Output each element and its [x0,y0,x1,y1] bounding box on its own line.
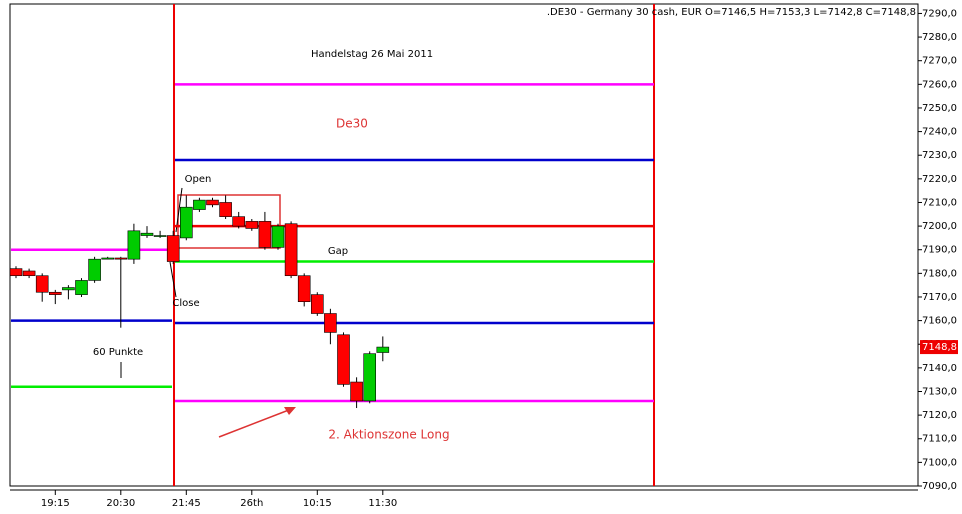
candle-body [48,291,62,295]
candle-body [284,223,298,277]
candle-body [206,199,219,206]
y-tick-label: 7170,0 [922,292,957,303]
y-tick-label: 7160,0 [922,316,957,327]
y-tick-label: 7240,0 [922,127,957,138]
candle-body [297,275,311,303]
candle-body [75,280,88,295]
pointer [169,261,177,298]
candle-body [140,232,154,236]
candle-body [127,230,141,260]
annotation: 2. Aktionszone Long [328,428,449,442]
y-tick-label: 7260,0 [922,79,957,90]
y-tick-label: 7090,0 [922,481,957,492]
y-tick-label: 7190,0 [922,245,957,256]
annotation: Close [172,298,199,309]
y-tick-label: 7100,0 [922,457,957,468]
candle-body [166,235,180,262]
annotation: 60 Punkte [93,347,143,358]
annotation: Open [185,174,212,185]
candle-body [310,294,324,314]
x-tick-label: 21:45 [172,498,201,509]
candle-body [35,275,49,293]
annotation: De30 [336,117,368,131]
candle-body [62,287,75,291]
arrow-head [284,407,296,415]
chart-title: Handelstag 26 Mai 2011 [311,49,433,60]
candle-body [363,353,377,402]
x-tick-label: 11:30 [368,498,397,509]
y-tick-label: 7180,0 [922,268,957,279]
y-tick-label: 7200,0 [922,221,957,232]
candle-body [193,199,206,210]
x-tick-label: 19:15 [41,498,70,509]
y-tick-label: 7230,0 [922,150,957,161]
y-tick-label: 7110,0 [922,434,957,445]
last-price-label: 7148,8 [922,342,957,353]
candle-body [376,346,390,353]
y-tick-label: 7290,0 [922,8,957,19]
x-tick-label: 20:30 [106,498,135,509]
candle-body [114,257,128,260]
pointer [175,187,183,233]
candle-body [153,235,167,237]
y-tick-label: 7220,0 [922,174,957,185]
y-tick-label: 7210,0 [922,197,957,208]
candle-body [88,258,101,281]
candle-body [219,202,232,217]
candle-body [337,334,350,385]
candle-body [180,206,193,239]
x-tick-label: 10:15 [303,498,332,509]
y-tick-label: 7130,0 [922,386,957,397]
candle-body [350,381,363,402]
y-tick-label: 7250,0 [922,103,957,114]
open-zone-box [177,194,281,249]
candle-body [324,313,337,333]
arrow [218,407,295,438]
candle-body [245,221,259,229]
x-tick-label: 26th [240,498,263,509]
header: .DE30 - Germany 30 cash, EUR O=7146,5 H=… [547,7,916,18]
plot-frame [9,3,919,487]
y-tick-label: 7140,0 [922,363,957,374]
candle-body [258,221,272,248]
y-tick-label: 7270,0 [922,56,957,67]
candle-body [9,268,23,277]
annotation: Gap [328,246,348,257]
candle-body [101,257,114,260]
candle-body [22,270,36,277]
y-tick-label: 7120,0 [922,410,957,421]
last-price-box [920,340,958,355]
candle-body [232,216,245,227]
candle-body [271,225,285,248]
y-tick-label: 7280,0 [922,32,957,43]
